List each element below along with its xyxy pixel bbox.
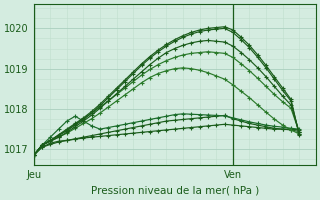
X-axis label: Pression niveau de la mer( hPa ): Pression niveau de la mer( hPa ) xyxy=(91,186,259,196)
